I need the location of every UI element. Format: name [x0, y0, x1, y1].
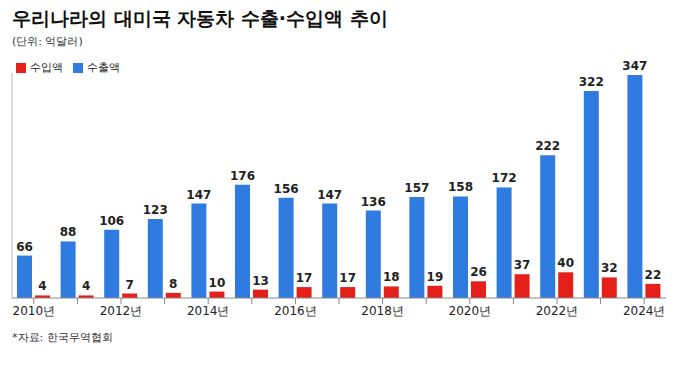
svg-text:10: 10 [209, 276, 226, 290]
svg-text:17: 17 [339, 271, 356, 285]
html-text:우리나라의 대미국 자동차 수출·수입액 추이: 우리나라의 대미국 자동차 수출·수입액 추이 [12, 7, 388, 29]
svg-text:106: 106 [99, 214, 124, 228]
svg-text:37: 37 [514, 258, 531, 272]
svg-text:13: 13 [252, 274, 269, 288]
svg-text:172: 172 [492, 171, 517, 185]
html-text:(단위: 억달러): (단위: 억달러) [12, 35, 83, 48]
svg-text:322: 322 [579, 75, 604, 89]
html-text:*자료: 한국무역협회: *자료: 한국무역협회 [12, 331, 113, 344]
svg-text:347: 347 [622, 59, 647, 73]
svg-text:2018년: 2018년 [361, 304, 404, 318]
svg-text:88: 88 [60, 225, 77, 239]
svg-text:2016년: 2016년 [274, 304, 317, 318]
svg-text:2024년: 2024년 [623, 304, 666, 318]
svg-text:2014년: 2014년 [187, 304, 230, 318]
svg-text:18: 18 [383, 270, 400, 284]
html-text:수입액: 수입액 [30, 61, 63, 74]
svg-text:22: 22 [645, 268, 662, 282]
svg-text:123: 123 [143, 203, 168, 217]
svg-text:40: 40 [557, 256, 574, 270]
svg-text:2012년: 2012년 [100, 304, 143, 318]
html-text:수출액: 수출액 [87, 61, 120, 74]
svg-text:222: 222 [535, 139, 560, 153]
svg-text:7: 7 [126, 278, 134, 292]
svg-text:19: 19 [427, 270, 444, 284]
svg-text:147: 147 [186, 188, 211, 202]
svg-text:8: 8 [169, 277, 177, 291]
svg-text:156: 156 [274, 182, 299, 196]
svg-text:4: 4 [82, 279, 90, 293]
svg-text:4: 4 [38, 279, 46, 293]
svg-text:147: 147 [317, 188, 342, 202]
svg-text:2020년: 2020년 [449, 304, 492, 318]
svg-text:32: 32 [601, 261, 618, 275]
svg-text:17: 17 [296, 271, 313, 285]
svg-text:2010년: 2010년 [13, 304, 56, 318]
svg-text:158: 158 [448, 180, 473, 194]
svg-text:157: 157 [404, 181, 429, 195]
svg-text:26: 26 [470, 265, 487, 279]
svg-text:66: 66 [16, 240, 33, 254]
svg-text:176: 176 [230, 169, 255, 183]
svg-text:136: 136 [361, 195, 386, 209]
svg-text:2022년: 2022년 [536, 304, 579, 318]
